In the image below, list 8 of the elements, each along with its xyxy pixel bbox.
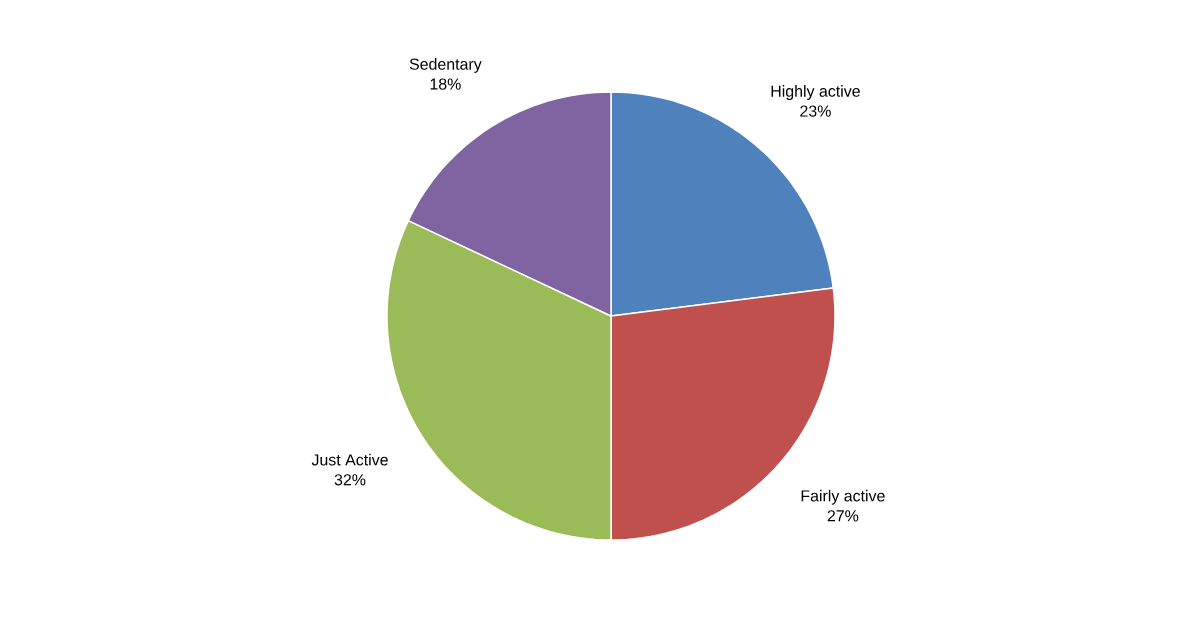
slice-label: Highly active <box>771 85 860 100</box>
slice-label: Sedentary <box>409 58 482 73</box>
data-label: 18% <box>430 78 461 90</box>
slice-label: Fairly active <box>801 489 885 505</box>
data-label: 23% <box>800 105 831 117</box>
data-label: 27% <box>827 510 859 522</box>
data-label: 32% <box>334 474 366 486</box>
slice-label: Just Active <box>311 453 388 466</box>
